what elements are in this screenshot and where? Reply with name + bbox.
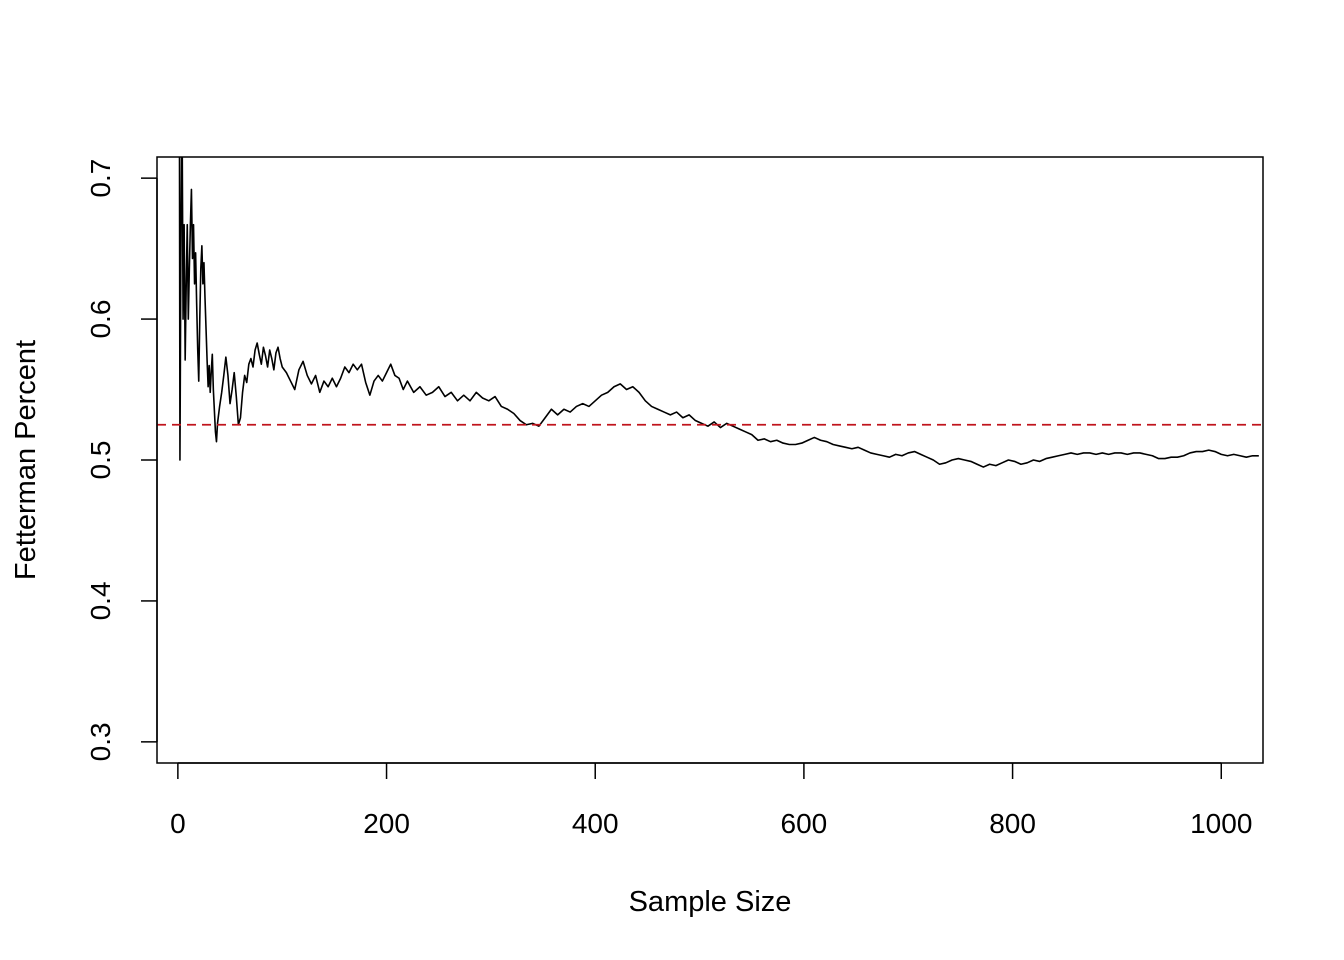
- x-tick-label: 1000: [1190, 808, 1252, 839]
- plot-frame: [156, 156, 1264, 764]
- y-tick-label: 0.3: [85, 722, 116, 761]
- y-tick-label: 0.6: [85, 300, 116, 339]
- y-axis: 0.3 0.4 0.5 0.6 0.7: [85, 159, 158, 761]
- data-series-line: [178, 157, 1259, 468]
- x-axis: 0 200 400 600 800 1000: [170, 762, 1252, 839]
- plot-area: [157, 157, 1263, 468]
- y-tick-label: 0.7: [85, 159, 116, 198]
- y-axis-title: Fetterman Percent: [10, 340, 42, 580]
- x-tick-label: 200: [363, 808, 410, 839]
- x-tick-label: 600: [781, 808, 828, 839]
- x-tick-label: 0: [170, 808, 186, 839]
- x-tick-label: 400: [572, 808, 619, 839]
- y-tick-label: 0.4: [85, 581, 116, 620]
- x-tick-label: 800: [989, 808, 1036, 839]
- y-tick-label: 0.5: [85, 441, 116, 480]
- x-axis-title: Sample Size: [629, 886, 792, 918]
